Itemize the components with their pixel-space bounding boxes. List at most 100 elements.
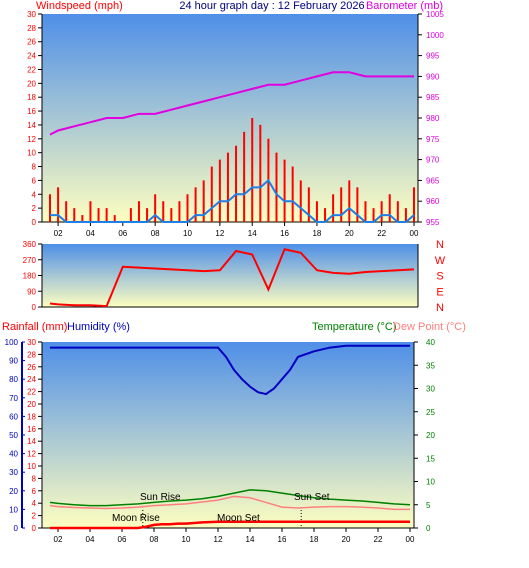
wind-y-tick-label: 12	[27, 135, 36, 144]
wind-panel: 0246810121416182022242628309559609659709…	[27, 10, 444, 238]
humidity-y-tick-label: 100	[5, 338, 19, 347]
baro-y-tick-label: 985	[426, 93, 440, 102]
wind-x-tick-label: 14	[248, 229, 257, 238]
baro-y-tick-label: 975	[426, 135, 440, 144]
rain-y-tick-label: 12	[27, 450, 36, 459]
rain-y-tick-label: 0	[32, 524, 37, 533]
temp-x-tick-label: 08	[150, 535, 159, 544]
baro-y-tick-label: 1005	[426, 10, 444, 19]
wind-y-tick-label: 30	[27, 10, 36, 19]
wind-y-tick-label: 0	[32, 218, 37, 227]
sun-set-label: Sun Set	[294, 492, 330, 503]
humidity-y-tick-label: 30	[9, 468, 18, 477]
temp-x-tick-label: 18	[310, 535, 319, 544]
compass-label: E	[436, 286, 443, 298]
baro-y-tick-label: 970	[426, 156, 440, 165]
temp-y-tick-label: 0	[426, 524, 431, 533]
temp-x-tick-label: 04	[86, 535, 95, 544]
wind-x-tick-label: 06	[118, 229, 127, 238]
temp-x-tick-label: 02	[54, 535, 63, 544]
wind-x-tick-label: 22	[377, 229, 386, 238]
baro-y-tick-label: 965	[426, 176, 440, 185]
compass-label: W	[435, 255, 446, 267]
humidity-y-tick-label: 80	[9, 375, 18, 384]
temp-x-tick-label: 16	[278, 535, 287, 544]
rainfall-line	[50, 520, 410, 530]
temp-x-tick-label: 12	[214, 535, 223, 544]
direction-y-tick-label: 360	[23, 240, 37, 249]
rain-y-tick-label: 26	[27, 363, 36, 372]
wind-y-tick-label: 20	[27, 79, 36, 88]
temp-x-tick-label: 20	[342, 535, 351, 544]
baro-y-tick-label: 1000	[426, 31, 444, 40]
temp-x-tick-label: 06	[118, 535, 127, 544]
direction-y-tick-label: 90	[27, 287, 36, 296]
humidity-y-tick-label: 10	[9, 505, 18, 514]
moon-set-label: Moon Set	[217, 513, 260, 524]
baro-y-tick-label: 980	[426, 114, 440, 123]
rain-y-tick-label: 2	[32, 512, 37, 521]
rain-y-tick-label: 16	[27, 425, 36, 434]
dewpoint-line	[49, 495, 410, 511]
rain-y-tick-label: 14	[27, 437, 36, 446]
wind-y-tick-label: 24	[27, 52, 36, 61]
rain-y-tick-label: 20	[27, 400, 36, 409]
wind-y-tick-label: 16	[27, 107, 36, 116]
wind-y-tick-label: 28	[27, 24, 36, 33]
wind-y-tick-label: 2	[32, 204, 37, 213]
temp-y-tick-label: 40	[426, 338, 435, 347]
temp-x-tick-label: 14	[246, 535, 255, 544]
moon-rise-label: Moon Rise	[112, 513, 160, 524]
humidity-line	[50, 344, 410, 396]
dewpoint-axis-label: Dew Point (°C)	[393, 321, 466, 333]
temperature-line	[49, 489, 411, 507]
rain-y-tick-label: 28	[27, 350, 36, 359]
humidity-y-tick-label: 60	[9, 412, 18, 421]
wind-x-tick-label: 16	[280, 229, 289, 238]
wind-y-tick-label: 8	[32, 163, 37, 172]
direction-panel-background	[42, 244, 418, 307]
temp-y-tick-label: 5	[426, 501, 431, 510]
barometer-axis-label: Barometer (mb)	[366, 0, 443, 12]
rainfall-axis-label: Rainfall (mm)	[2, 321, 67, 333]
barometer-line	[49, 71, 414, 136]
rain-y-tick-label: 6	[32, 487, 37, 496]
wind-y-tick-label: 26	[27, 38, 36, 47]
direction-y-tick-label: 270	[23, 256, 37, 265]
baro-y-tick-label: 995	[426, 52, 440, 61]
baro-y-tick-label: 990	[426, 72, 440, 81]
rain-y-tick-label: 24	[27, 375, 36, 384]
temp-y-tick-label: 20	[426, 431, 435, 440]
wind-x-tick-label: 12	[215, 229, 224, 238]
wind-x-tick-label: 00	[410, 229, 419, 238]
temp-x-tick-label: 10	[182, 535, 191, 544]
wind-y-tick-label: 14	[27, 121, 36, 130]
temperature-axis-label: Temperature (°C)	[312, 321, 396, 333]
wind-panel-background	[42, 14, 418, 222]
temp-panel: 0246810121416182022242628300102030405060…	[5, 338, 436, 544]
temp-y-tick-label: 25	[426, 408, 435, 417]
temp-y-tick-label: 15	[426, 454, 435, 463]
rain-y-tick-label: 10	[27, 462, 36, 471]
temp-x-tick-label: 00	[406, 535, 415, 544]
wind-y-tick-label: 10	[27, 149, 36, 158]
wind-y-tick-label: 18	[27, 93, 36, 102]
chart-title: 24 hour graph day : 12 February 2026	[179, 0, 364, 12]
wind-average-line	[50, 178, 415, 223]
temp-y-tick-label: 30	[426, 385, 435, 394]
temp-y-tick-label: 35	[426, 361, 435, 370]
direction-y-tick-label: 180	[23, 272, 37, 281]
humidity-y-tick-label: 40	[9, 450, 18, 459]
humidity-axis-label: Humidity (%)	[67, 321, 130, 333]
humidity-y-tick-label: 0	[14, 524, 19, 533]
sun-rise-label: Sun Rise	[140, 492, 181, 503]
wind-x-tick-label: 08	[151, 229, 160, 238]
wind-x-tick-label: 20	[345, 229, 354, 238]
rain-y-tick-label: 8	[32, 474, 37, 483]
wind-x-tick-label: 10	[183, 229, 192, 238]
temp-y-tick-label: 10	[426, 478, 435, 487]
compass-label: N	[436, 239, 444, 251]
compass-label: S	[436, 271, 443, 283]
wind-y-tick-label: 22	[27, 65, 36, 74]
